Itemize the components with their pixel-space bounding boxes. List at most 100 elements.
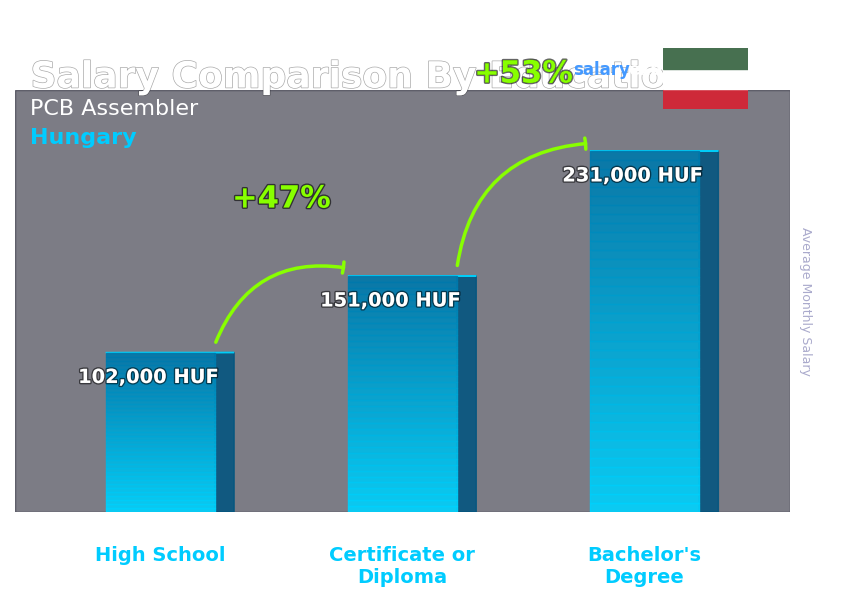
Bar [590, 341, 699, 350]
Bar [590, 205, 699, 214]
Bar [105, 500, 215, 504]
Bar [105, 356, 215, 361]
Bar [663, 89, 748, 109]
Bar [105, 368, 215, 373]
Polygon shape [699, 151, 718, 512]
Bar [105, 456, 215, 460]
Bar [348, 453, 457, 459]
Bar [105, 440, 215, 444]
Bar [590, 232, 699, 241]
Bar [590, 250, 699, 259]
Text: High School: High School [95, 547, 225, 565]
Bar [348, 476, 457, 482]
Bar [663, 68, 748, 89]
Bar [348, 282, 457, 288]
Bar [348, 441, 457, 447]
Bar [348, 430, 457, 435]
Bar [348, 411, 457, 418]
Bar [590, 223, 699, 232]
Bar [105, 472, 215, 476]
Bar [348, 353, 457, 359]
Bar [105, 421, 215, 424]
Text: Salary Comparison By Education: Salary Comparison By Education [31, 61, 692, 95]
Bar [348, 447, 457, 453]
Bar [590, 385, 699, 395]
Text: 151,000 HUF: 151,000 HUF [320, 291, 461, 310]
Bar [590, 485, 699, 494]
Bar [105, 488, 215, 492]
Bar [348, 370, 457, 376]
Bar [590, 313, 699, 322]
Bar [348, 376, 457, 382]
Bar [348, 494, 457, 500]
Bar [590, 178, 699, 187]
Bar [348, 459, 457, 465]
Bar [348, 329, 457, 335]
Bar [590, 458, 699, 467]
Bar [348, 394, 457, 400]
Bar [348, 305, 457, 311]
Text: Bachelor's
Degree: Bachelor's Degree [587, 547, 701, 587]
Bar [590, 368, 699, 376]
Bar [348, 500, 457, 506]
Bar [105, 373, 215, 376]
Bar [663, 48, 748, 68]
Bar [105, 404, 215, 408]
Bar [105, 365, 215, 368]
Bar [348, 418, 457, 424]
Text: +47%: +47% [232, 184, 331, 213]
Bar [348, 299, 457, 305]
Bar [105, 508, 215, 512]
Bar [590, 322, 699, 331]
Bar [348, 288, 457, 294]
Bar [105, 396, 215, 401]
Bar [105, 444, 215, 448]
Bar [348, 359, 457, 365]
Bar [590, 331, 699, 341]
Bar [590, 151, 699, 160]
Text: Average Monthly Salary: Average Monthly Salary [799, 227, 812, 376]
Text: PCB Assembler: PCB Assembler [31, 99, 199, 119]
Bar [105, 416, 215, 421]
Bar [590, 196, 699, 205]
Bar [105, 353, 215, 356]
Bar [590, 422, 699, 431]
Bar [590, 268, 699, 278]
Bar [105, 476, 215, 480]
Bar [348, 388, 457, 394]
Bar [348, 341, 457, 347]
Polygon shape [215, 353, 234, 512]
Bar [105, 448, 215, 452]
Bar [590, 395, 699, 404]
Bar [105, 393, 215, 396]
Bar [348, 276, 457, 282]
Bar [590, 404, 699, 413]
Bar [590, 359, 699, 368]
Bar [348, 335, 457, 341]
Text: Certificate or
Diploma: Certificate or Diploma [330, 547, 475, 587]
Bar [105, 504, 215, 508]
Bar [590, 160, 699, 169]
Bar [348, 294, 457, 299]
Bar [348, 347, 457, 353]
Bar [105, 412, 215, 416]
Bar [348, 424, 457, 430]
Bar [105, 401, 215, 404]
Bar [590, 350, 699, 359]
Bar [105, 432, 215, 436]
Bar [105, 436, 215, 440]
Text: Hungary: Hungary [31, 128, 137, 148]
Bar [590, 259, 699, 268]
Bar [590, 169, 699, 178]
Text: explorer.com: explorer.com [629, 61, 751, 79]
Bar [348, 406, 457, 411]
Bar [105, 468, 215, 472]
Bar [590, 295, 699, 304]
Bar [590, 440, 699, 449]
Bar [590, 467, 699, 476]
Bar [105, 460, 215, 464]
Text: 102,000 HUF: 102,000 HUF [78, 368, 218, 387]
Bar [348, 488, 457, 494]
Bar [105, 376, 215, 381]
Text: +53%: +53% [474, 59, 573, 88]
